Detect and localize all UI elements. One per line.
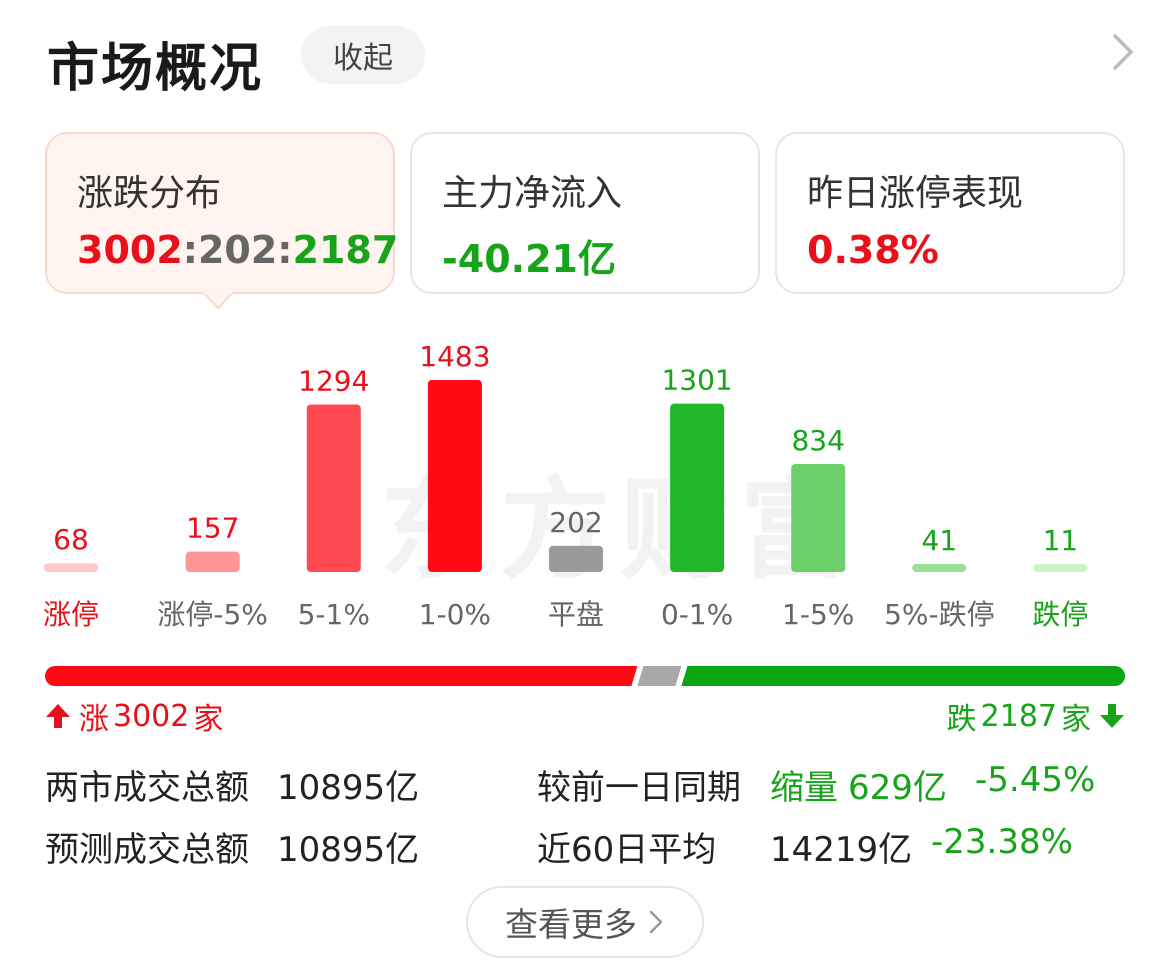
category-label-0: 涨停 (43, 598, 99, 631)
category-label-2: 5-1% (298, 598, 370, 631)
card-limit-up-value: 0.38% (807, 228, 939, 272)
chevron-right-icon[interactable] (1107, 32, 1137, 72)
down-total: 跌 2187 家 (947, 694, 1125, 738)
card-pointer-icon (203, 292, 233, 310)
up-total-unit: 家 (193, 702, 224, 737)
category-label-6: 1-5% (782, 598, 854, 631)
page-title: 市场概况 (47, 39, 264, 99)
down-total-unit: 家 (1061, 702, 1091, 737)
header: 市场概况 收起 (47, 22, 1137, 99)
stat-compare-pct: -5.45% (975, 760, 1096, 800)
totals-row: 涨 3002 家 跌 2187 家 (45, 694, 1125, 737)
category-label-7: 5%-跌停 (884, 598, 995, 631)
category-label-5: 0-1% (661, 598, 733, 631)
bar-value-label-2: 1294 (298, 364, 369, 397)
bar-6 (791, 464, 846, 572)
ratio-flat-segment (637, 666, 682, 686)
card-main-inflow[interactable]: 主力净流入 -40.21亿 (410, 132, 760, 294)
up-total: 涨 3002 家 (45, 694, 223, 738)
flat-count: 202 (197, 228, 278, 272)
category-label-3: 1-0% (419, 598, 491, 631)
down-total-value: 2187 (980, 698, 1057, 734)
bar-1 (185, 551, 240, 572)
arrow-up-icon (46, 704, 70, 728)
collapse-button[interactable]: 收起 (301, 26, 425, 84)
distribution-chart: 东方财富 68 涨停 157 涨停-5% 1294 5-1% 1483 1-0% 202 平盘 13… (40, 330, 1130, 640)
bar-value-label-0: 68 (53, 523, 89, 556)
distribution-chart-svg: 68 涨停 157 涨停-5% 1294 5-1% 1483 1-0% 202 平盘 1301 0-1… (43, 340, 1088, 631)
card-limit-up-performance[interactable]: 昨日涨停表现 0.38% (775, 132, 1125, 294)
stat-compare-label: 近60日平均 (537, 830, 717, 870)
card-limit-up-label: 昨日涨停表现 (807, 173, 1024, 214)
bar-value-label-8: 11 (1043, 524, 1079, 557)
stat-label: 预测成交总额 (45, 830, 249, 870)
stat-label: 两市成交总额 (45, 768, 249, 808)
stat-compare-value: 629亿 (848, 768, 947, 808)
bar-value-label-7: 41 (922, 524, 958, 557)
bar-4 (549, 545, 603, 572)
stat-row-total-turnover: 两市成交总额 10895亿 较前一日同期 缩量 629亿 -5.45% (45, 760, 1135, 810)
ratio-down-segment (681, 666, 1125, 686)
view-more-label: 查看更多 (505, 905, 637, 944)
down-count: 2187 (292, 228, 399, 272)
view-more-button[interactable]: 查看更多 (466, 886, 704, 958)
category-label-1: 涨停-5% (157, 598, 268, 631)
bar-value-label-3: 1483 (419, 340, 490, 373)
bar-2 (306, 404, 361, 572)
stat-compare-pct: -23.38% (931, 822, 1073, 862)
up-total-value: 3002 (113, 698, 190, 734)
bar-8 (1033, 564, 1088, 572)
stat-value: 10895亿 (277, 768, 420, 808)
up-down-ratio-bar (45, 666, 1125, 686)
stat-value: 10895亿 (277, 830, 420, 870)
bar-0 (44, 563, 98, 572)
separator: : (182, 228, 198, 272)
bar-value-label-4: 202 (549, 506, 602, 539)
card-distribution-label: 涨跌分布 (77, 173, 222, 214)
bar-value-label-1: 157 (186, 512, 239, 545)
up-count: 3002 (77, 228, 183, 272)
stat-compare-value: 14219亿 (770, 830, 913, 870)
category-label-8: 跌停 (1032, 598, 1088, 631)
down-total-label: 跌 (946, 702, 977, 737)
category-label-4: 平盘 (548, 598, 604, 631)
card-distribution[interactable]: 涨跌分布 3002:202:2187 (45, 132, 398, 294)
card-distribution-value: 3002:202:2187 (77, 228, 398, 272)
arrow-down-icon (1100, 704, 1124, 728)
card-main-inflow-label: 主力净流入 (442, 173, 623, 214)
bar-value-label-5: 1301 (661, 364, 732, 397)
bar-7 (912, 564, 967, 572)
bar-5 (670, 403, 725, 572)
separator: : (277, 228, 293, 272)
ratio-up-segment (45, 666, 638, 686)
up-total-label: 涨 (79, 702, 109, 737)
stat-compare-label: 较前一日同期 (537, 768, 741, 808)
card-main-inflow-value: -40.21亿 (442, 237, 616, 281)
chevron-right-icon (649, 910, 663, 934)
stat-compare-word: 缩量 (770, 768, 838, 808)
stat-row-forecast-turnover: 预测成交总额 10895亿 近60日平均 14219亿 -23.38% (45, 822, 1135, 872)
bar-value-label-6: 834 (791, 424, 844, 457)
bar-3 (427, 380, 482, 572)
summary-cards: 涨跌分布 3002:202:2187 主力净流入 -40.21亿 昨日涨停表现 … (45, 132, 1125, 310)
